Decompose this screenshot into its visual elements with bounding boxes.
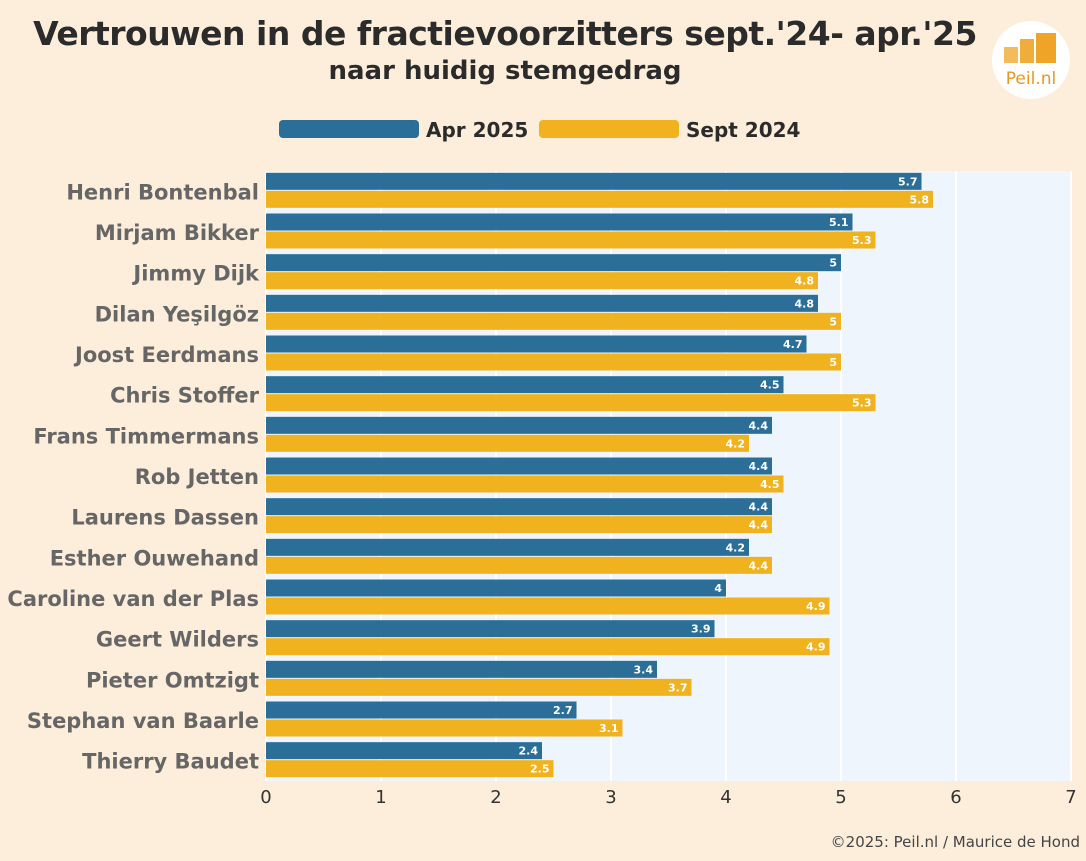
bar-sept2024	[266, 638, 830, 656]
x-tick-label: 6	[950, 787, 961, 808]
logo-bar-icon	[1036, 33, 1056, 63]
data-label: 4	[714, 582, 722, 595]
bar-sept2024	[266, 190, 933, 208]
data-label: 4.4	[749, 519, 769, 532]
data-label: 4.4	[749, 559, 769, 572]
category-label: Henri Bontenbal	[66, 180, 259, 204]
bar-sept2024	[266, 434, 749, 452]
bar-sept2024	[266, 597, 830, 615]
category-label: Stephan van Baarle	[27, 709, 259, 733]
logo-bar-icon	[1020, 39, 1034, 63]
data-label: 4.5	[760, 478, 780, 491]
data-label: 5.1	[829, 216, 849, 229]
bar-sept2024	[266, 231, 876, 249]
category-label: Thierry Baudet	[82, 750, 259, 774]
bar-sept2024	[266, 556, 772, 574]
bar-apr2025	[266, 213, 853, 231]
bar-apr2025	[266, 498, 772, 516]
bar-sept2024	[266, 516, 772, 534]
category-label: Frans Timmermans	[33, 424, 259, 448]
data-label: 4.4	[749, 460, 769, 473]
legend-swatch-sept2024	[539, 120, 679, 138]
bar-apr2025	[266, 172, 922, 190]
bar-apr2025	[266, 254, 841, 272]
logo-text: Peil.nl	[1005, 69, 1057, 89]
bar-sept2024	[266, 353, 841, 371]
legend: Apr 2025 Sept 2024	[0, 118, 1086, 142]
data-label: 4.4	[749, 501, 769, 514]
bar-apr2025	[266, 376, 784, 394]
bar-sept2024	[266, 475, 784, 493]
data-label: 4.5	[760, 379, 780, 392]
data-label: 4.2	[726, 437, 746, 450]
data-label: 4.2	[726, 541, 746, 554]
bar-apr2025	[266, 538, 749, 556]
data-label: 3.9	[691, 623, 711, 636]
category-label: Caroline van der Plas	[7, 587, 259, 611]
category-label: Dilan Yeşilgöz	[95, 302, 259, 326]
data-label: 5	[829, 257, 837, 270]
bar-apr2025	[266, 335, 807, 353]
data-label: 4.8	[795, 297, 815, 310]
bar-sept2024	[266, 719, 623, 737]
x-tick-label: 4	[720, 787, 731, 808]
x-tick-label: 7	[1065, 787, 1076, 808]
chart-title: Vertrouwen in de fractievoorzitters sept…	[33, 14, 977, 53]
data-label: 2.4	[519, 745, 539, 758]
data-label: 5.3	[852, 397, 872, 410]
data-label: 5	[829, 315, 837, 328]
data-label: 4.4	[749, 419, 769, 432]
bar-apr2025	[266, 742, 542, 760]
bar-sept2024	[266, 760, 554, 778]
category-label: Jimmy Dijk	[131, 262, 260, 286]
data-label: 5.7	[898, 175, 918, 188]
category-label: Geert Wilders	[96, 628, 259, 652]
category-label: Laurens Dassen	[71, 506, 259, 530]
data-label: 3.7	[668, 681, 688, 694]
data-label: 5	[829, 356, 837, 369]
category-label: Chris Stoffer	[110, 384, 260, 408]
chart-subtitle: naar huidig stemgedrag	[328, 56, 682, 86]
x-tick-label: 3	[605, 787, 616, 808]
bar-apr2025	[266, 579, 726, 597]
legend-label-apr2025: Apr 2025	[426, 118, 529, 142]
bar-apr2025	[266, 660, 657, 678]
bar-apr2025	[266, 620, 715, 638]
data-label: 2.5	[530, 763, 550, 776]
data-label: 4.8	[795, 275, 815, 288]
bar-sept2024	[266, 272, 818, 290]
legend-swatch-apr2025	[279, 120, 419, 138]
data-label: 4.9	[806, 600, 826, 613]
x-tick-label: 5	[835, 787, 846, 808]
bar-apr2025	[266, 294, 818, 312]
category-label: Esther Ouwehand	[50, 546, 259, 570]
category-label: Joost Eerdmans	[73, 343, 259, 367]
data-label: 5.8	[910, 193, 930, 206]
category-label: Mirjam Bikker	[95, 221, 260, 245]
logo-bar-icon	[1004, 47, 1018, 63]
data-label: 3.1	[599, 722, 619, 735]
data-label: 3.4	[634, 663, 654, 676]
bar-sept2024	[266, 312, 841, 330]
x-tick-label: 2	[490, 787, 501, 808]
footer-credit: ©2025: Peil.nl / Maurice de Hond	[830, 833, 1080, 851]
data-label: 2.7	[553, 704, 573, 717]
bar-apr2025	[266, 416, 772, 434]
data-label: 5.3	[852, 234, 872, 247]
category-label: Pieter Omtzigt	[86, 668, 259, 692]
x-tick-label: 1	[375, 787, 386, 808]
bar-apr2025	[266, 701, 577, 719]
bar-sept2024	[266, 678, 692, 696]
peil-logo: Peil.nl	[992, 21, 1070, 99]
bar-apr2025	[266, 457, 772, 475]
category-label: Rob Jetten	[135, 465, 259, 489]
x-tick-label: 0	[260, 787, 271, 808]
legend-label-sept2024: Sept 2024	[686, 118, 801, 142]
bar-sept2024	[266, 394, 876, 412]
data-label: 4.7	[783, 338, 803, 351]
data-label: 4.9	[806, 641, 826, 654]
